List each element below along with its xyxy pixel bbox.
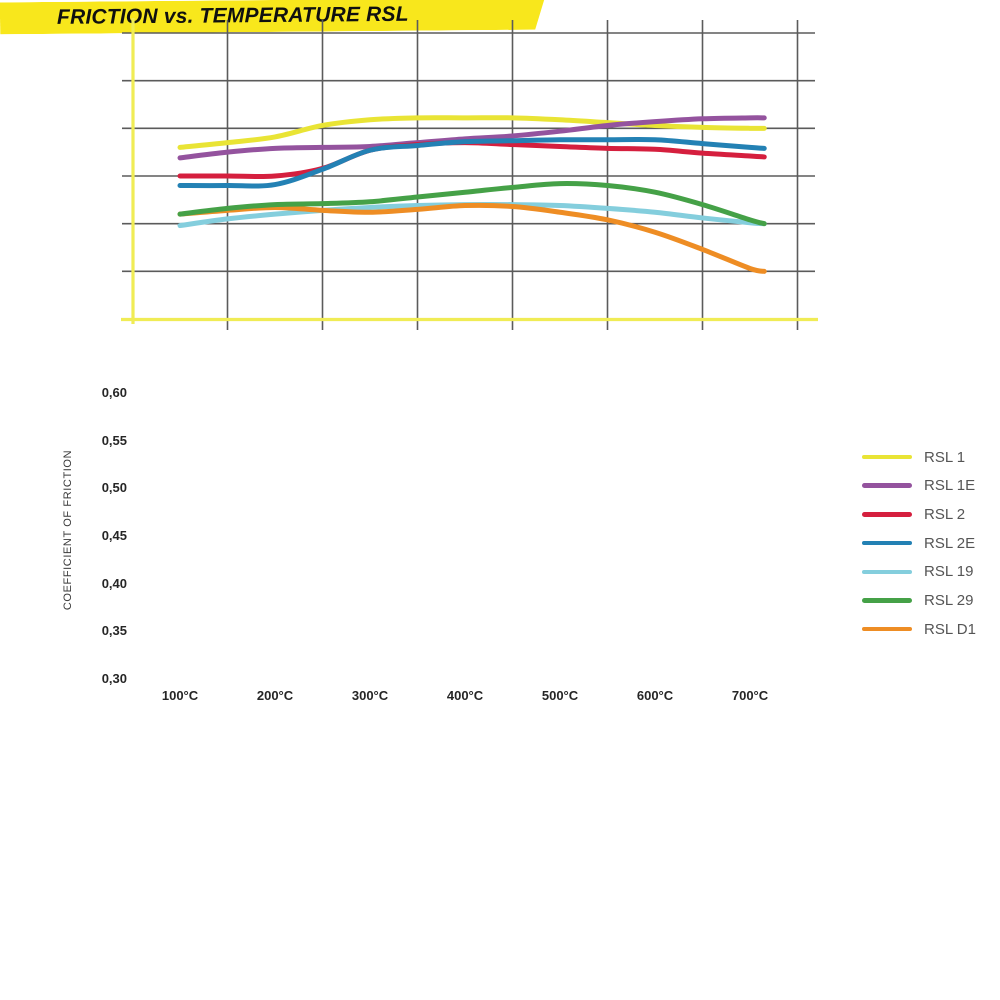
legend-swatch bbox=[862, 483, 912, 488]
legend-item-rsl-29: RSL 29 bbox=[862, 591, 973, 611]
legend-item-rsl-d1: RSL D1 bbox=[862, 619, 976, 639]
legend-item-rsl-1: RSL 1 bbox=[862, 447, 965, 467]
x-tick-label: 200°C bbox=[256, 688, 294, 703]
x-tick-label: 500°C bbox=[541, 688, 579, 703]
y-tick-label: 0,35 bbox=[101, 623, 127, 639]
y-tick-label: 0,30 bbox=[101, 671, 127, 686]
y-tick-label: 0,40 bbox=[101, 575, 127, 591]
chart-canvas bbox=[121, 18, 818, 330]
y-tick-label: 0,50 bbox=[101, 480, 127, 496]
y-axis-title: COEFFICIENT OF FRICTION bbox=[62, 449, 74, 611]
legend-label: RSL 1E bbox=[924, 477, 976, 495]
legend-swatch bbox=[862, 540, 912, 546]
y-tick-label: 0,55 bbox=[101, 432, 127, 448]
legend-swatch bbox=[862, 512, 912, 517]
x-tick-label: 300°C bbox=[351, 688, 389, 703]
legend-swatch bbox=[862, 598, 912, 603]
x-tick-label: 700°C bbox=[731, 688, 769, 703]
x-tick-label: 600°C bbox=[636, 688, 674, 703]
x-tick-label: 400°C bbox=[446, 688, 484, 703]
y-tick-label: 0,60 bbox=[101, 385, 127, 400]
legend-item-rsl-2: RSL 2 bbox=[862, 504, 965, 524]
legend-label: RSL 2E bbox=[924, 534, 976, 552]
legend-item-rsl-1e: RSL 1E bbox=[862, 476, 975, 496]
series-line-rsl-2e bbox=[177, 136, 767, 189]
series-line-rsl-1 bbox=[177, 115, 767, 150]
legend-label: RSL D1 bbox=[924, 620, 976, 638]
legend-swatch bbox=[862, 626, 912, 632]
legend-item-rsl-19: RSL 19 bbox=[862, 562, 973, 582]
y-tick-label: 0,45 bbox=[101, 528, 127, 543]
series-line-rsl-1e bbox=[177, 115, 767, 161]
legend-label: RSL 1 bbox=[924, 448, 966, 466]
legend-label: RSL 29 bbox=[924, 592, 974, 609]
series-line-rsl-d1 bbox=[177, 202, 767, 274]
legend-item-rsl-2e: RSL 2E bbox=[862, 533, 975, 553]
legend-label: RSL 19 bbox=[924, 563, 974, 581]
legend-label: RSL 2 bbox=[924, 505, 966, 523]
series-line-rsl-29 bbox=[177, 181, 767, 227]
legend-swatch bbox=[862, 569, 912, 575]
friction-temperature-chart bbox=[0, 0, 1000, 360]
legend-swatch bbox=[862, 454, 912, 460]
x-tick-label: 100°C bbox=[161, 688, 199, 703]
